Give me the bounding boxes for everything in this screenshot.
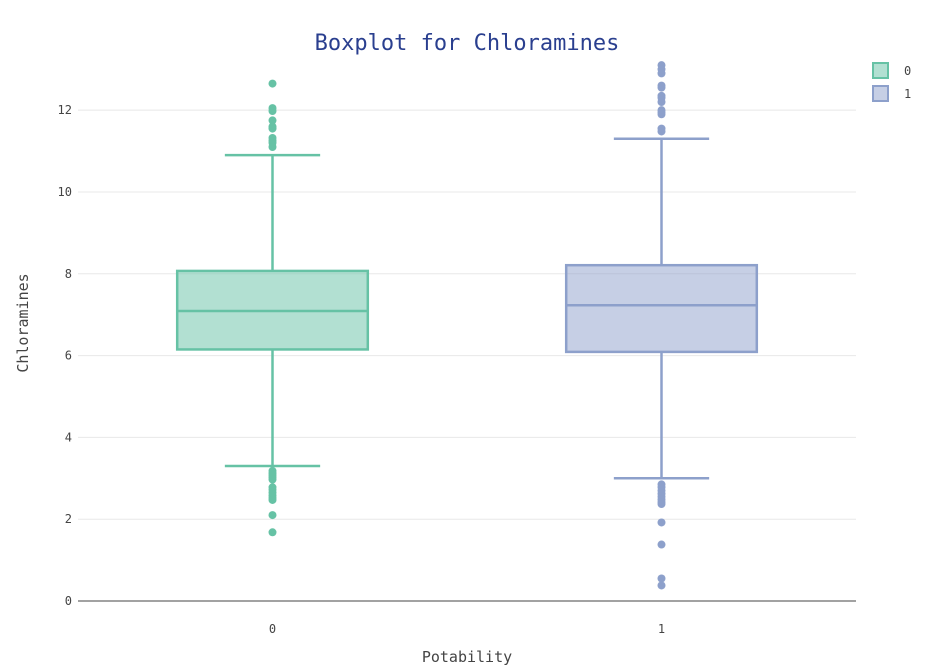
chart-title: Boxplot for Chloramines xyxy=(315,31,620,56)
y-tick-label-0: 0 xyxy=(65,594,72,608)
legend-item-0[interactable]: 0 xyxy=(872,62,911,79)
outlier-point-1-24 xyxy=(657,581,666,590)
x-tick-label-1: 1 xyxy=(658,622,665,636)
outlier-point-0-5 xyxy=(268,124,277,133)
outlier-point-0-9 xyxy=(268,142,277,151)
box-1 xyxy=(564,263,759,354)
x-axis-title: Potability xyxy=(422,648,512,665)
y-axis-title: Chloramines xyxy=(14,273,32,372)
y-tick-label-2: 2 xyxy=(65,512,72,526)
box-traces xyxy=(175,61,759,590)
outlier-point-0-22 xyxy=(268,528,277,537)
box-trace-1[interactable] xyxy=(564,61,759,590)
outlier-point-0-14 xyxy=(268,475,277,484)
box-trace-0[interactable] xyxy=(175,79,370,537)
outlier-point-1-22 xyxy=(657,540,666,549)
y-tick-label-10: 10 xyxy=(58,185,72,199)
y-tick-label-8: 8 xyxy=(65,267,72,281)
legend-label-1: 1 xyxy=(904,87,911,101)
outlier-point-1-12 xyxy=(657,127,666,136)
y-tick-label-6: 6 xyxy=(65,349,72,363)
y-tick-label-4: 4 xyxy=(65,430,72,444)
x-tick-label-0: 0 xyxy=(269,622,276,636)
outlier-point-0-21 xyxy=(268,511,277,520)
outlier-point-0-0 xyxy=(268,79,277,88)
outlier-point-1-7 xyxy=(657,97,666,106)
y-tick-label-12: 12 xyxy=(58,103,72,117)
outlier-point-1-4 xyxy=(657,83,666,92)
outlier-point-0-2 xyxy=(268,106,277,115)
outlier-point-1-21 xyxy=(657,518,666,527)
legend[interactable]: 01 xyxy=(872,62,911,102)
outlier-point-1-10 xyxy=(657,110,666,119)
outlier-point-0-3 xyxy=(268,116,277,125)
y-tick-labels: 0 2 4 6 8 10 12 xyxy=(58,103,72,608)
legend-swatch-1 xyxy=(872,85,889,102)
outlier-point-1-2 xyxy=(657,69,666,78)
legend-swatch-0 xyxy=(872,62,889,79)
outlier-point-1-23 xyxy=(657,574,666,583)
outlier-point-1-20 xyxy=(657,500,666,509)
legend-label-0: 0 xyxy=(904,64,911,78)
legend-item-1[interactable]: 1 xyxy=(872,85,911,102)
outlier-point-0-20 xyxy=(268,495,277,504)
